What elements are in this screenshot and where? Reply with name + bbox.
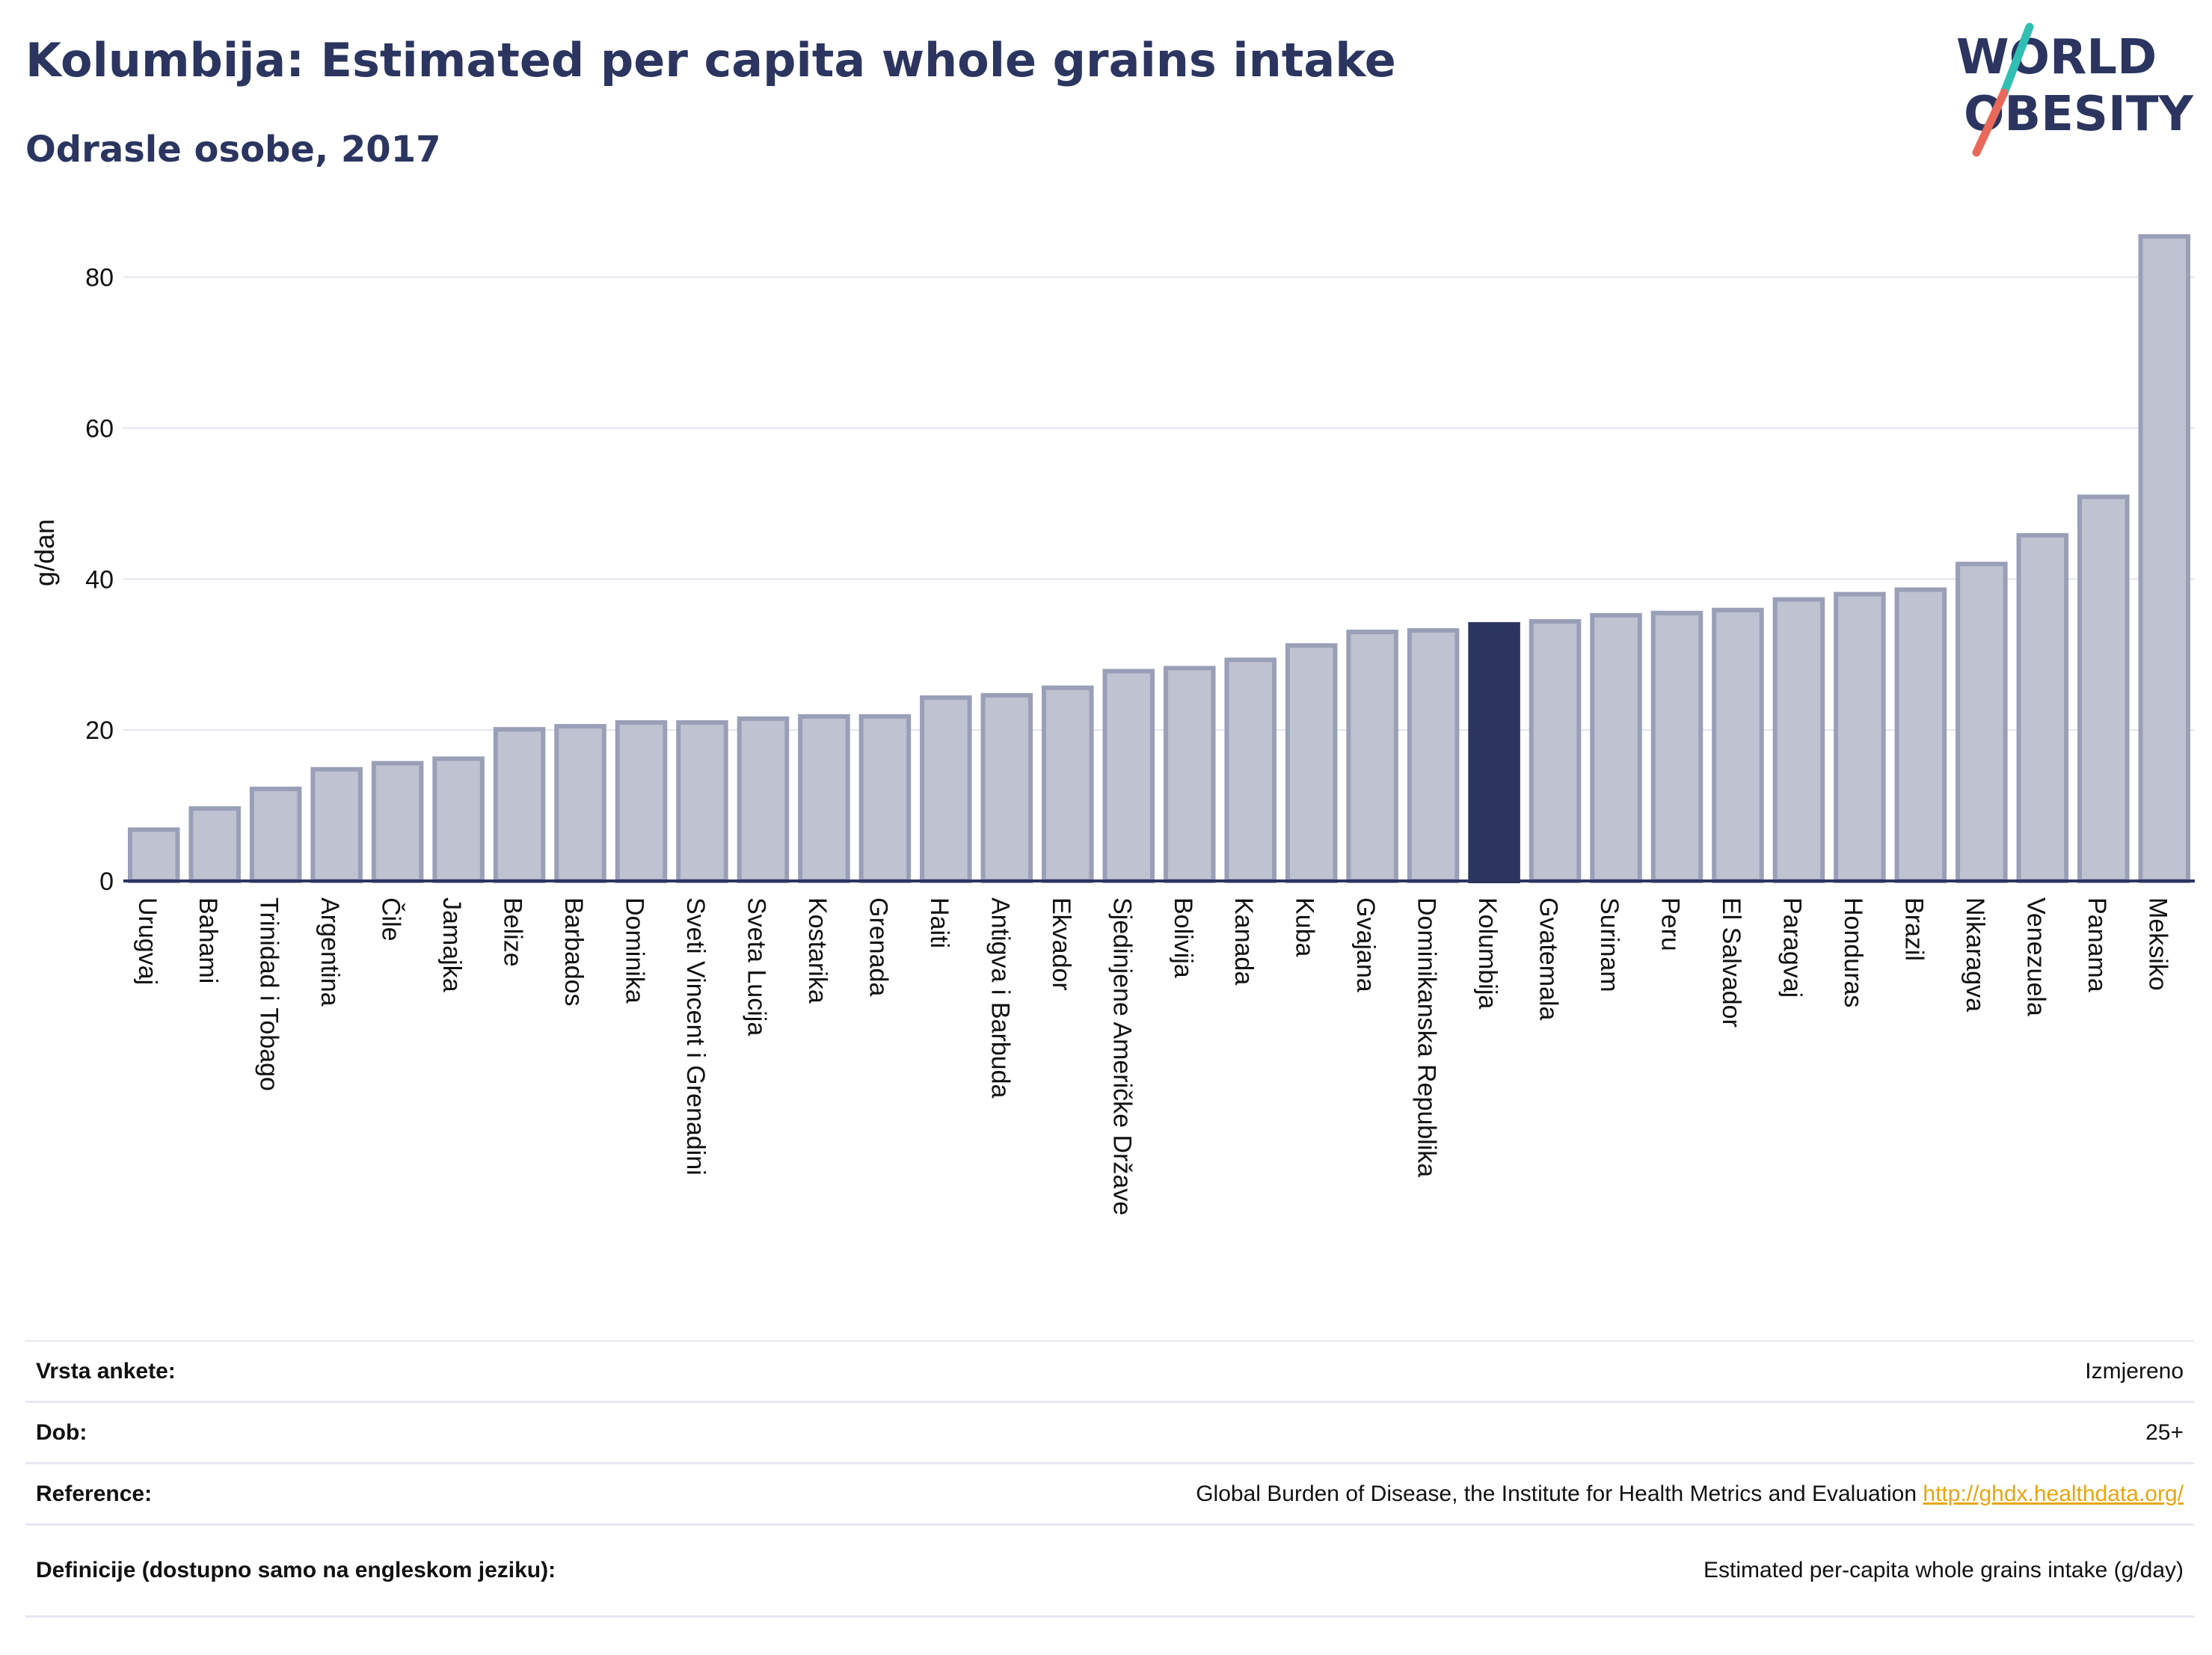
bar-honduras[interactable]: [1834, 592, 1886, 883]
bar-peru[interactable]: [1650, 610, 1703, 884]
x-tick-label: Čile: [377, 897, 405, 942]
info-label-age: Dob:: [36, 1419, 87, 1445]
bar-jamajka[interactable]: [432, 756, 485, 883]
bar-gvajana[interactable]: [1346, 629, 1398, 883]
bar-čile[interactable]: [371, 761, 424, 883]
info-label-reference: Reference:: [36, 1481, 153, 1506]
logo-slash-bottom: [1972, 88, 2009, 157]
x-tick-label: Bolivija: [1169, 897, 1197, 978]
info-table: Vrsta ankete: Izmjereno Dob: 25+ Referen…: [25, 1340, 2194, 1618]
page-title: Kolumbija: Estimated per capita whole gr…: [25, 33, 1396, 87]
bar-antigva-i-barbuda[interactable]: [980, 693, 1033, 883]
x-tick-label: Gvatemala: [1534, 897, 1563, 1020]
bar-urugvaj[interactable]: [127, 827, 180, 883]
y-tick-label: 40: [85, 565, 114, 594]
x-tick-label: Peru: [1656, 897, 1685, 951]
x-tick-label: Kostarika: [803, 897, 832, 1004]
x-tick-label: Kuba: [1291, 897, 1319, 957]
bar-sjedinjene-američke-države[interactable]: [1102, 669, 1155, 883]
bar-sveti-vincent-i-grenadini[interactable]: [676, 720, 728, 883]
bar-ekvador[interactable]: [1042, 685, 1094, 884]
bar-brazil[interactable]: [1894, 587, 1947, 883]
x-tick-label: Bahami: [194, 897, 222, 983]
bar-sveta-lucija[interactable]: [737, 716, 790, 884]
reference-text: Global Burden of Disease, the Institute …: [1196, 1481, 1917, 1506]
x-tick-label: Surinam: [1595, 897, 1623, 992]
x-tick-label: Dominika: [621, 897, 649, 1004]
bar-kuba[interactable]: [1285, 643, 1338, 883]
x-tick-label: Barbados: [559, 897, 588, 1007]
bar-meksiko[interactable]: [2138, 234, 2191, 883]
x-tick-label: Kanada: [1229, 897, 1258, 985]
bar-kanada[interactable]: [1224, 657, 1276, 883]
bar-trinidad-i-tobago[interactable]: [249, 786, 302, 884]
x-tick-label: Belize: [499, 897, 527, 967]
x-tick-label: Gvajana: [1351, 897, 1380, 992]
bar-gvatemala[interactable]: [1529, 618, 1582, 883]
y-axis-ticks: 0 20 40 60 80: [85, 264, 114, 896]
x-tick-label: Panama: [2083, 897, 2111, 992]
x-tick-label: Nikaragva: [1961, 897, 1989, 1012]
x-tick-label: Meksiko: [2143, 897, 2172, 991]
bar-paragvaj[interactable]: [1772, 597, 1825, 883]
reference-link[interactable]: http://ghdx.healthdata.org/: [1923, 1481, 2184, 1506]
bar-haiti[interactable]: [920, 695, 972, 883]
logo-slash-top: [2000, 22, 2034, 97]
x-axis-labels: Urugvaj Bahami Trinidad i Tobago Argentina Č…: [133, 897, 2172, 1215]
x-tick-label: Ekvador: [1047, 897, 1075, 991]
world-obesity-logo[interactable]: WORLD OBESITY: [1944, 21, 2199, 163]
bar-bolivija[interactable]: [1163, 666, 1216, 884]
bar-belize[interactable]: [493, 727, 546, 884]
x-tick-label: Trinidad i Tobago: [255, 897, 283, 1091]
x-tick-label: Brazil: [1899, 897, 1928, 961]
x-tick-label: Paragvaj: [1778, 897, 1806, 998]
x-tick-label: Argentina: [316, 897, 344, 1007]
page-subtitle: Odrasle osobe, 2017: [25, 129, 441, 171]
info-value-survey-type: Izmjereno: [2085, 1358, 2184, 1384]
info-value-reference: Global Burden of Disease, the Institute …: [1196, 1480, 2184, 1508]
y-tick-label: 60: [85, 414, 114, 443]
x-tick-label: Venezuela: [2021, 897, 2050, 1016]
bar-bahami[interactable]: [188, 806, 241, 884]
x-tick-label: Antigva i Barbuda: [986, 897, 1014, 1098]
bars: [127, 234, 2191, 884]
bar-kolumbija[interactable]: [1468, 621, 1520, 883]
x-tick-label: Sveti Vincent i Grenadini: [681, 897, 710, 1176]
bar-chart: 0 20 40 60 80 g/dan Urugvaj Bahami Trinidad i …: [29, 234, 2195, 1215]
x-tick-label: Dominikanska Republika: [1413, 897, 1441, 1177]
bar-dominikanska-republika[interactable]: [1407, 627, 1460, 884]
info-row-age: Dob: 25+: [25, 1403, 2194, 1464]
x-tick-label: Grenada: [864, 897, 892, 996]
x-tick-label: Sjedinjene Američke Države: [1107, 897, 1136, 1215]
bar-nikaragva[interactable]: [1956, 562, 2008, 883]
bar-argentina[interactable]: [310, 767, 363, 884]
bar-barbados[interactable]: [554, 724, 606, 883]
info-label-survey-type: Vrsta ankete:: [36, 1358, 176, 1384]
bar-grenada[interactable]: [858, 713, 912, 884]
x-tick-label: Jamajka: [437, 897, 466, 992]
x-tick-label: El Salvador: [1717, 897, 1745, 1028]
y-tick-label: 0: [99, 868, 114, 896]
x-tick-label: Sveta Lucija: [742, 897, 770, 1036]
x-tick-label: Kolumbija: [1473, 897, 1502, 1009]
bar-surinam[interactable]: [1590, 612, 1642, 884]
bar-kostarika[interactable]: [798, 713, 850, 884]
info-row-definitions: Definicije (dostupno samo na engleskom j…: [25, 1526, 2194, 1618]
y-tick-label: 20: [85, 716, 114, 745]
bar-panama[interactable]: [2077, 494, 2130, 884]
y-axis-label: g/dan: [29, 519, 60, 586]
x-tick-label: Urugvaj: [133, 897, 162, 985]
x-tick-label: Honduras: [1839, 897, 1867, 1007]
bar-el-salvador[interactable]: [1712, 607, 1764, 883]
x-tick-label: Haiti: [925, 897, 953, 948]
info-label-definitions: Definicije (dostupno samo na engleskom j…: [36, 1558, 556, 1582]
info-row-survey-type: Vrsta ankete: Izmjereno: [25, 1342, 2194, 1403]
y-tick-label: 80: [85, 264, 114, 292]
info-value-age: 25+: [2145, 1419, 2184, 1445]
info-value-definitions: Estimated per-capita whole grains intake…: [1703, 1558, 2184, 1582]
logo-text-world: WORLD: [1956, 30, 2157, 85]
info-row-reference: Reference: Global Burden of Disease, the…: [25, 1464, 2194, 1526]
bar-dominika[interactable]: [615, 720, 668, 883]
bar-venezuela[interactable]: [2016, 532, 2069, 883]
